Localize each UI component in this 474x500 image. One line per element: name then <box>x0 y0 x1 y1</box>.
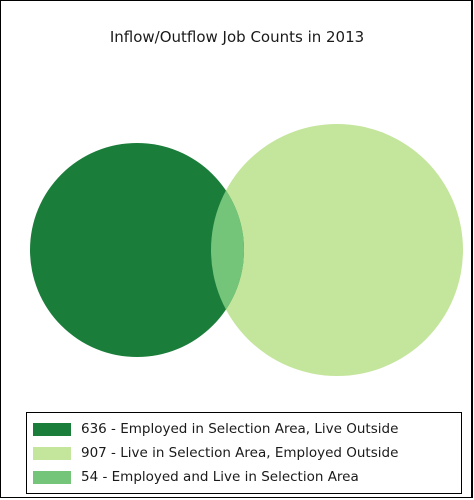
legend-swatch <box>33 470 71 484</box>
legend-item: 636 - Employed in Selection Area, Live O… <box>33 419 398 439</box>
legend-swatch <box>33 446 71 460</box>
legend-item: 907 - Live in Selection Area, Employed O… <box>33 443 398 463</box>
legend-swatch <box>33 422 71 436</box>
venn-circle-employed-in-selection-area <box>30 143 244 357</box>
chart-title: Inflow/Outflow Job Counts in 2013 <box>109 28 365 46</box>
legend-label: 907 - Live in Selection Area, Employed O… <box>81 445 399 461</box>
legend-label: 636 - Employed in Selection Area, Live O… <box>81 421 399 437</box>
legend: 636 - Employed in Selection Area, Live O… <box>26 412 462 494</box>
venn-circle-live-in-selection-area <box>211 124 463 376</box>
legend-label: 54 - Employed and Live in Selection Area <box>81 469 359 485</box>
legend-item: 54 - Employed and Live in Selection Area <box>33 467 359 487</box>
venn-diagram <box>30 124 463 376</box>
